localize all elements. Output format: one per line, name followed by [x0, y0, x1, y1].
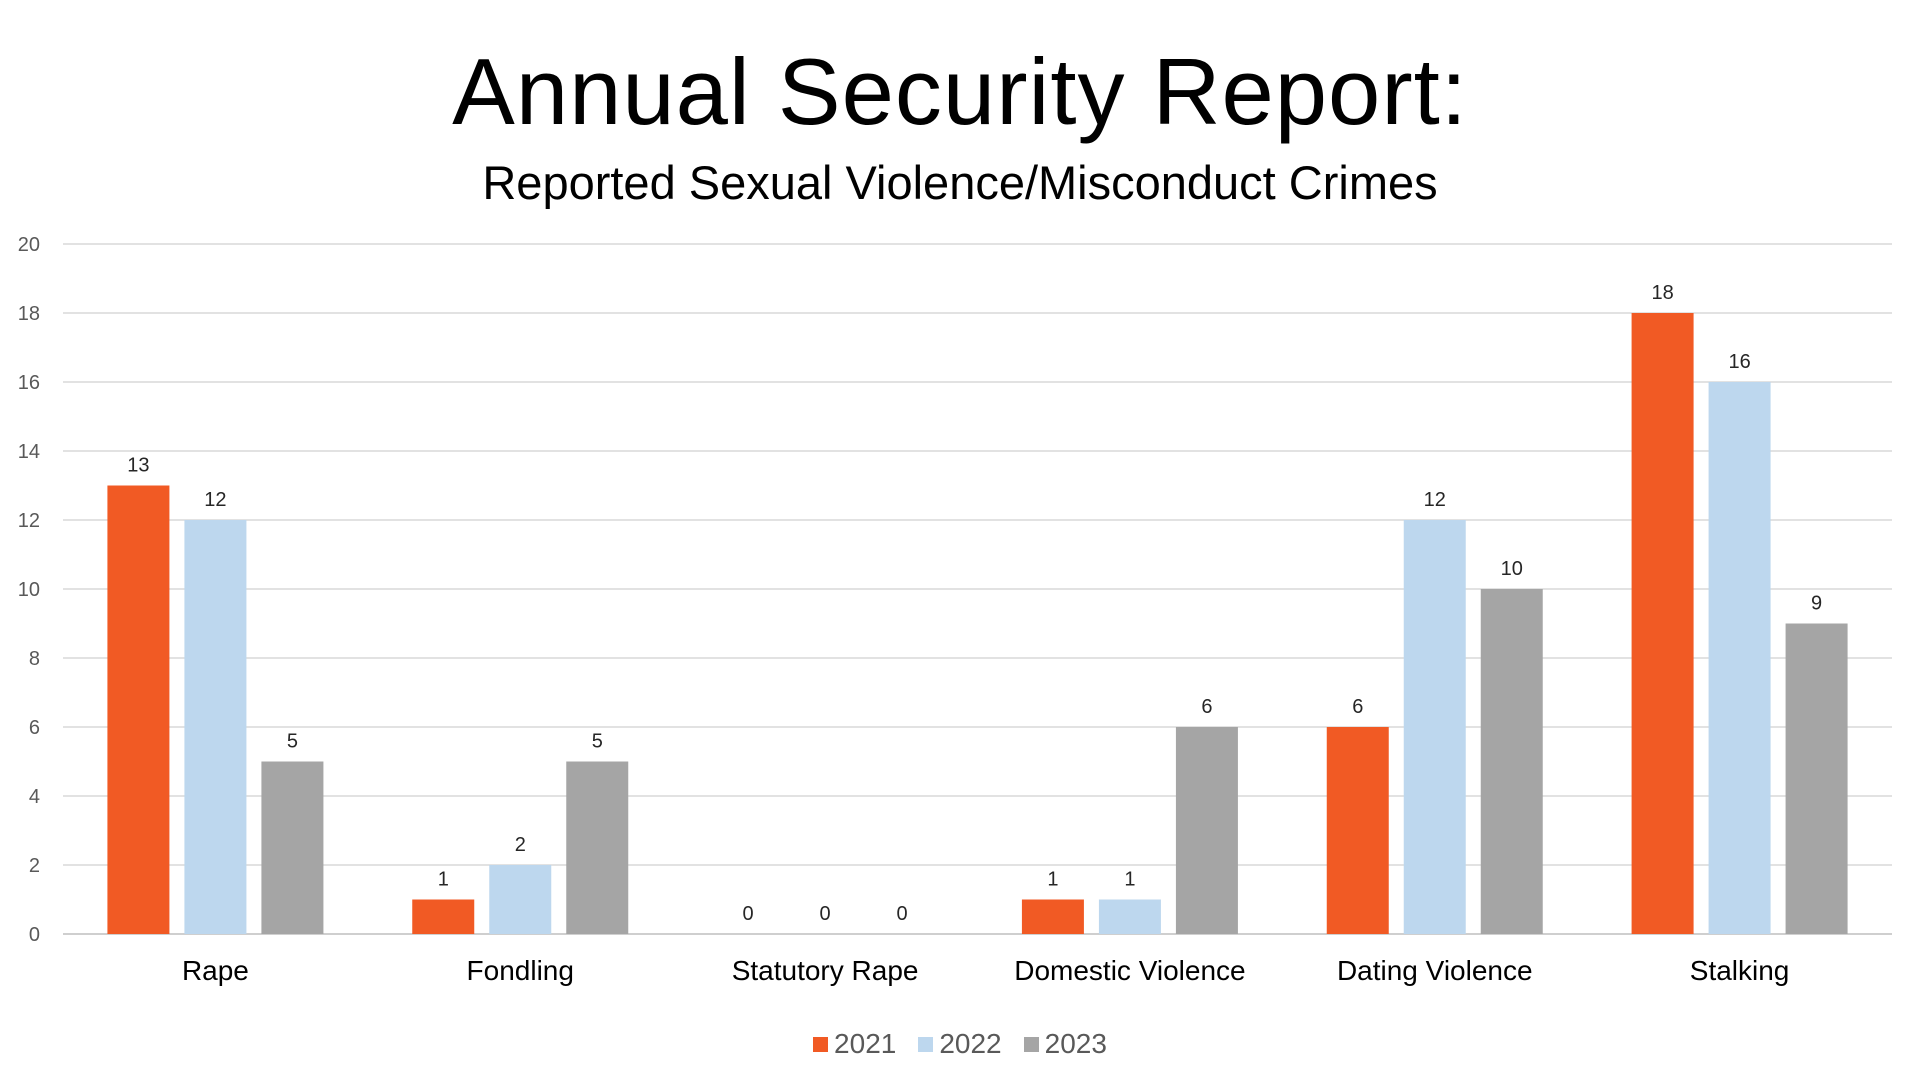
y-tick-label: 0 — [29, 924, 40, 946]
chart-legend: 2021 2022 2023 — [0, 1028, 1920, 1060]
bar-2021-domestic-violence — [1021, 899, 1084, 934]
bar-2023-rape — [261, 761, 324, 934]
y-tick-label: 4 — [29, 786, 40, 808]
chart-subtitle: Reported Sexual Violence/Misconduct Crim… — [482, 156, 1438, 209]
x-category-label: Rape — [182, 955, 249, 986]
data-label: 18 — [1651, 282, 1673, 304]
y-tick-label: 6 — [29, 717, 40, 739]
data-label: 1 — [1124, 869, 1135, 891]
y-tick-label: 8 — [29, 648, 40, 670]
data-label: 2 — [515, 834, 526, 856]
bar-2023-stalking — [1785, 623, 1848, 934]
legend-swatch — [813, 1036, 829, 1052]
bar-2021-fondling — [412, 899, 475, 934]
legend-swatch — [1023, 1036, 1039, 1052]
bar-2021-stalking — [1631, 313, 1694, 934]
legend-label: 2022 — [939, 1028, 1002, 1059]
y-tick-label: 2 — [29, 855, 40, 877]
legend-item-2021: 2021 — [813, 1028, 896, 1060]
bar-2023-fondling — [566, 761, 629, 934]
x-category-label: Stalking — [1690, 955, 1790, 986]
bar-2023-domestic-violence — [1175, 727, 1238, 934]
y-tick-label: 18 — [18, 303, 40, 325]
data-label: 13 — [127, 455, 149, 477]
y-tick-label: 14 — [18, 441, 40, 463]
bar-2022-dating-violence — [1403, 520, 1466, 934]
legend-label: 2023 — [1044, 1028, 1107, 1059]
data-label: 1 — [1047, 869, 1058, 891]
x-category-label: Fondling — [467, 955, 574, 986]
data-label: 5 — [592, 731, 603, 753]
bar-2021-dating-violence — [1326, 727, 1389, 934]
data-label: 16 — [1728, 351, 1750, 373]
data-label: 12 — [1424, 489, 1446, 511]
x-category-label: Statutory Rape — [732, 955, 919, 986]
chart-title: Annual Security Report: — [452, 39, 1468, 144]
y-tick-label: 20 — [18, 234, 40, 256]
data-label: 0 — [897, 903, 908, 925]
legend-swatch — [918, 1036, 934, 1052]
data-label: 0 — [743, 903, 754, 925]
x-category-label: Domestic Violence — [1014, 955, 1245, 986]
legend-label: 2021 — [834, 1028, 897, 1059]
data-label: 1 — [438, 869, 449, 891]
data-label: 5 — [287, 731, 298, 753]
data-label: 6 — [1352, 696, 1363, 718]
data-label: 9 — [1811, 593, 1822, 615]
data-label: 12 — [204, 489, 226, 511]
bar-2022-domestic-violence — [1098, 899, 1161, 934]
y-tick-label: 16 — [18, 372, 40, 394]
data-label: 10 — [1501, 558, 1523, 580]
y-tick-label: 10 — [18, 579, 40, 601]
bar-2022-rape — [184, 520, 247, 934]
bar-2022-fondling — [489, 865, 552, 934]
legend-item-2023: 2023 — [1023, 1028, 1107, 1060]
data-label: 0 — [820, 903, 831, 925]
x-category-label: Dating Violence — [1337, 955, 1533, 986]
legend-item-2022: 2022 — [918, 1028, 1002, 1060]
y-tick-label: 12 — [18, 510, 40, 532]
bar-2021-rape — [107, 485, 170, 934]
bar-2022-stalking — [1708, 382, 1771, 934]
data-label: 6 — [1201, 696, 1212, 718]
bar-2023-dating-violence — [1480, 589, 1543, 934]
